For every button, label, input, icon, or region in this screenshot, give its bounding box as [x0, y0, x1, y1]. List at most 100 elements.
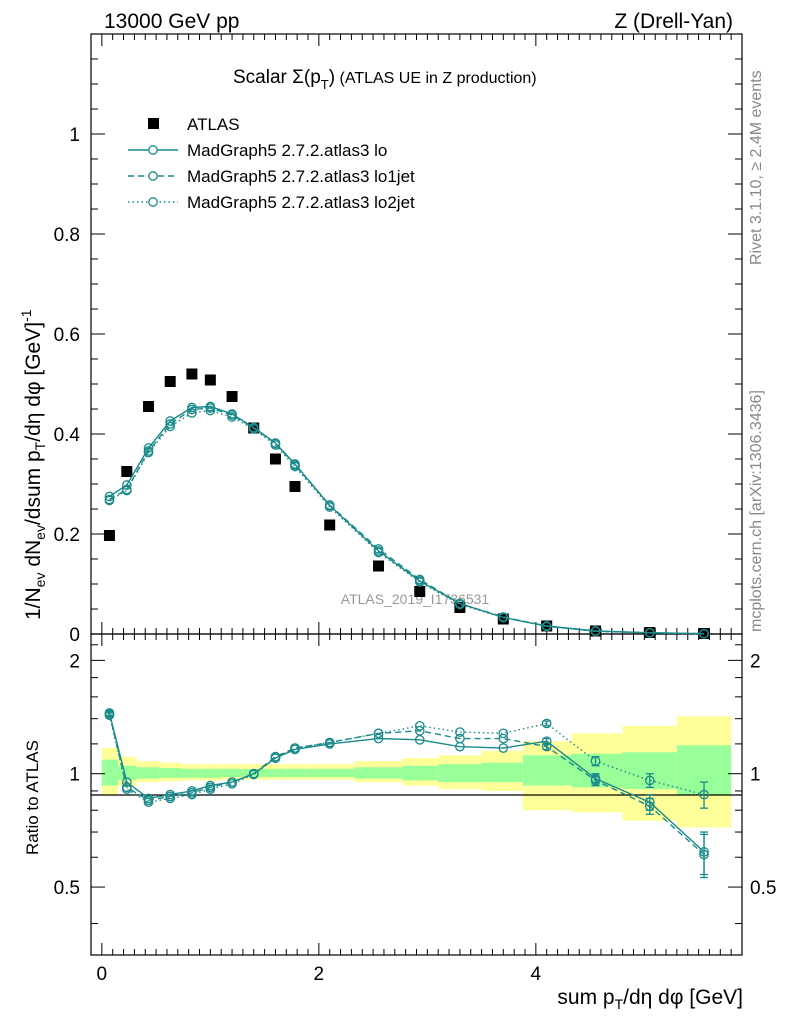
ratio-marker — [165, 793, 176, 804]
ratio-marker — [248, 769, 259, 780]
y-tick-label: 0.2 — [54, 525, 80, 546]
ratio-marker — [414, 725, 425, 736]
y-axis-label-main: 1/Nev dNev/dsum pT/dη dφ [GeV]-1 — [18, 309, 48, 620]
ratio-y-tick-label: 1 — [69, 765, 80, 786]
mc-marker — [165, 419, 176, 429]
legend-label: MadGraph5 2.7.2.atlas3 lo — [187, 141, 387, 160]
x-tick-label: 2 — [314, 964, 325, 985]
band-inner — [221, 768, 243, 778]
legend-marker-atlas — [148, 118, 159, 129]
legend-label: MadGraph5 2.7.2.atlas3 lo2jet — [187, 193, 415, 212]
mc-marker — [414, 574, 425, 585]
mc-marker — [541, 621, 552, 632]
atlas-data-point — [121, 466, 133, 477]
atlas-data-point — [164, 376, 176, 387]
mc-marker — [373, 547, 384, 558]
y-tick-label: 0.4 — [54, 425, 81, 446]
plot-title-close: ) — [329, 67, 335, 88]
x-axis-label: sum pT/dη dφ [GeV] — [557, 986, 743, 1012]
atlas-data-point — [414, 586, 426, 597]
ratio-marker — [414, 735, 425, 745]
band-inner — [305, 768, 355, 778]
atlas-data-point — [143, 401, 155, 412]
y-axis-label-ratio: Ratio to ATLAS — [23, 740, 42, 855]
mc-marker — [121, 485, 132, 496]
legend-marker — [148, 145, 158, 155]
mc-marker — [414, 577, 425, 587]
mc-marker — [205, 403, 216, 413]
legend-label: ATLAS — [187, 115, 240, 134]
band-inner — [201, 768, 222, 778]
band-inner — [159, 768, 182, 778]
ratio-marker — [104, 710, 115, 721]
band-inner — [181, 768, 202, 778]
ratio-marker — [143, 797, 154, 808]
mc-marker — [498, 612, 509, 623]
ratio-series — [104, 708, 709, 879]
mc-marker — [165, 421, 176, 432]
band-inner — [481, 762, 523, 783]
ratio-marker — [373, 733, 384, 744]
mc-marker — [455, 599, 465, 610]
atlas-data-point — [497, 613, 509, 625]
legend-label: MadGraph5 2.7.2.atlas3 lo1jet — [187, 167, 415, 186]
ratio-marker — [205, 784, 216, 794]
ratio-y-tick-label: 2 — [69, 651, 80, 672]
ratio-marker — [414, 721, 425, 731]
ratio-marker — [498, 743, 509, 753]
tick-labels: 0 2 4 0 0.2 0.4 0.6 0.8 1 0.5 0.5 1 1 2 2 — [54, 125, 777, 985]
ratio-marker — [227, 778, 237, 789]
plot-title-suffix: (ATLAS UE in Z production) — [335, 70, 537, 87]
mc-curve-dashed — [109, 407, 705, 635]
band-inner — [101, 759, 119, 786]
ratio-marker — [644, 801, 655, 812]
ratio-marker — [373, 728, 384, 739]
ratio-marker — [324, 737, 335, 748]
band-inner — [136, 767, 160, 779]
process-label: Z (Drell-Yan) — [614, 10, 733, 33]
band-inner — [118, 765, 137, 781]
main-series — [103, 368, 710, 639]
legend-marker — [148, 171, 158, 181]
ratio-y-tick-label-right: 1 — [750, 765, 761, 786]
atlas-data-point — [269, 453, 281, 465]
band-inner — [402, 765, 439, 781]
atlas-data-point — [204, 374, 216, 386]
band-inner — [522, 755, 572, 786]
mc-marker — [205, 405, 216, 416]
band-inner — [286, 768, 306, 778]
y-tick-label: 1 — [69, 125, 80, 146]
atlas-data-point — [226, 391, 238, 402]
mc-marker — [290, 461, 300, 472]
mc-marker — [187, 408, 197, 418]
mc-marker — [590, 626, 601, 637]
rivet-label: Rivet 3.1.10, ≥ 2.4M events — [748, 70, 765, 265]
atlas-data-point — [324, 519, 336, 531]
atlas-data-point — [186, 368, 198, 380]
mcplots-label: mcplots.cern.ch [arXiv:1306.3436] — [748, 390, 765, 632]
y-tick-label: 0.6 — [54, 325, 80, 346]
ratio-y-tick-label: 0.5 — [54, 878, 80, 899]
ratio-marker — [541, 741, 552, 752]
x-tick-label: 0 — [97, 964, 108, 985]
ratio-marker — [498, 733, 509, 744]
mc-marker — [644, 627, 655, 638]
mc-marker — [104, 495, 115, 506]
mc-marker — [248, 424, 259, 434]
y-tick-label: 0.8 — [54, 225, 80, 246]
ratio-marker — [455, 727, 465, 737]
band-inner — [438, 764, 482, 783]
atlas-data-point — [373, 560, 385, 572]
legend: ATLAS MadGraph5 2.7.2.atlas3 lo MadGraph5 … — [128, 115, 415, 212]
ratio-marker — [187, 789, 197, 800]
mc-marker — [324, 502, 335, 512]
ratio-marker — [541, 718, 552, 729]
legend-marker — [148, 197, 158, 207]
ratio-marker — [590, 775, 601, 786]
ratio-y-tick-label-right: 2 — [750, 651, 761, 672]
mc-marker — [227, 412, 237, 422]
mc-marker — [270, 440, 281, 450]
energy-label: 13000 GeV pp — [104, 10, 239, 33]
ratio-marker — [699, 849, 709, 860]
